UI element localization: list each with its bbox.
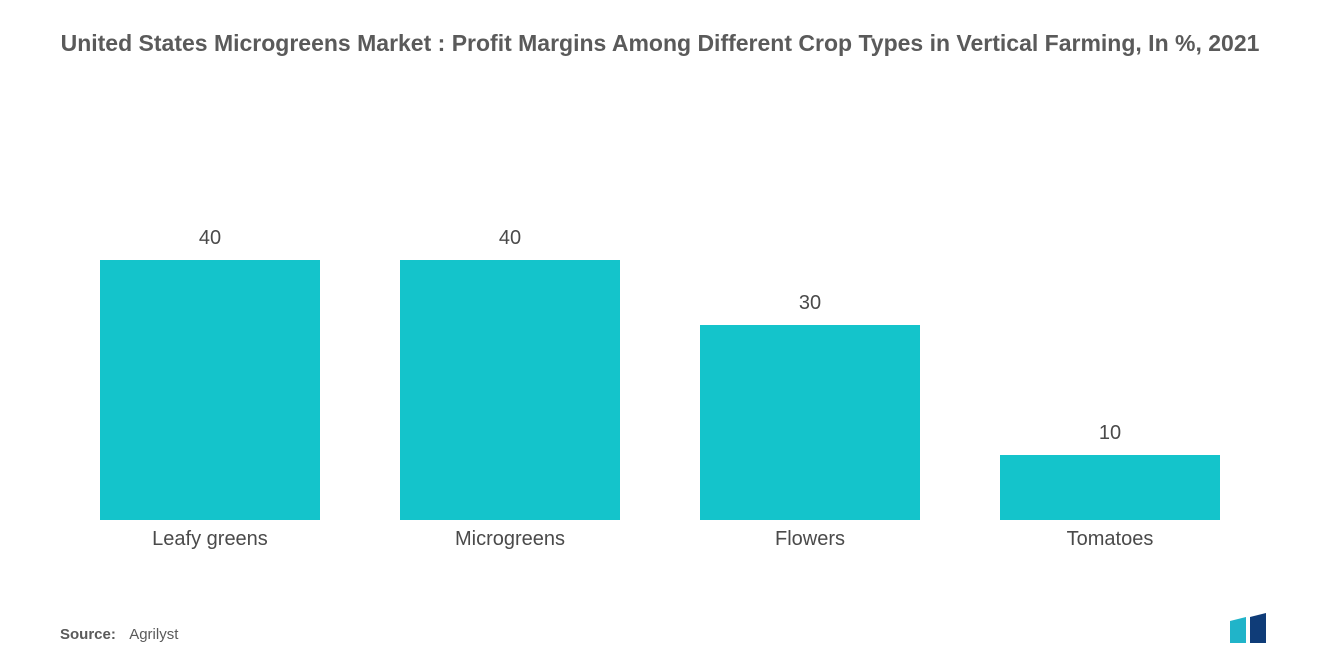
category-label: Flowers (700, 528, 920, 551)
brand-logo (1226, 613, 1290, 647)
bar-value-label: 40 (499, 227, 521, 250)
logo-bars-icon (1230, 613, 1266, 643)
bar-value-label: 10 (1099, 422, 1121, 445)
bar-microgreens (400, 260, 620, 520)
bar-leafy-greens (100, 260, 320, 520)
category-label: Tomatoes (1000, 528, 1220, 551)
bar-group: 10 (1000, 422, 1220, 520)
chart-title: United States Microgreens Market : Profi… (0, 0, 1320, 59)
bar-group: 40 (400, 227, 620, 520)
chart-plot-area: 40 40 30 10 (60, 220, 1260, 520)
bar-flowers (700, 325, 920, 520)
bar-value-label: 30 (799, 292, 821, 315)
category-axis: Leafy greens Microgreens Flowers Tomatoe… (60, 528, 1260, 551)
source-attribution: Source: Agrilyst (60, 626, 178, 643)
bar-value-label: 40 (199, 227, 221, 250)
category-label: Microgreens (400, 528, 620, 551)
bar-group: 40 (100, 227, 320, 520)
category-label: Leafy greens (100, 528, 320, 551)
source-value: Agrilyst (129, 626, 178, 643)
source-label: Source: (60, 626, 116, 643)
bar-group: 30 (700, 292, 920, 520)
bar-tomatoes (1000, 455, 1220, 520)
